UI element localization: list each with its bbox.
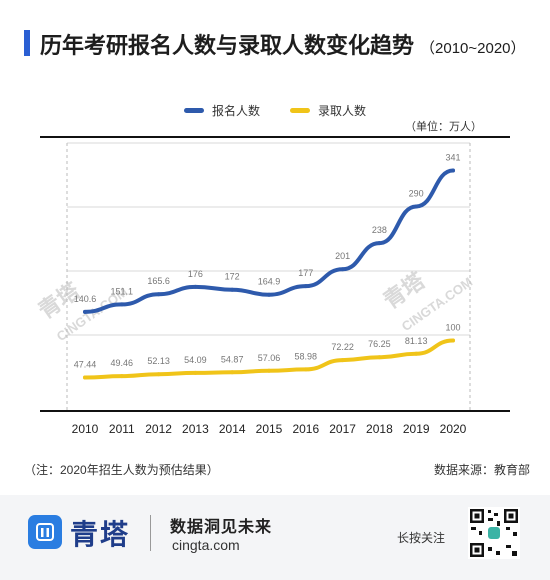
data-label: 52.13 — [147, 356, 170, 366]
data-point — [340, 358, 345, 363]
series-line-applicants — [83, 168, 455, 314]
unit-label: （单位：万人） — [405, 121, 482, 133]
footnote-note: （注：2020年招生人数为预估结果） — [24, 463, 219, 477]
data-label: 238 — [372, 225, 387, 235]
data-point — [230, 370, 235, 375]
data-label: 58.98 — [295, 351, 318, 361]
legend-label-applicants: 报名人数 — [211, 104, 260, 118]
data-label: 177 — [298, 268, 313, 278]
data-label: 54.09 — [184, 355, 207, 365]
data-point — [414, 351, 419, 356]
x-tick-label: 2011 — [109, 422, 135, 436]
data-point — [83, 375, 87, 380]
data-label: 201 — [335, 251, 350, 261]
data-point — [267, 292, 271, 297]
data-label: 176 — [188, 269, 203, 279]
brand-slogan: 数据洞见未来 — [170, 519, 273, 536]
data-label: 100 — [445, 322, 460, 332]
data-point — [377, 355, 382, 360]
data-point — [119, 302, 124, 307]
data-label: 151.1 — [111, 286, 134, 296]
data-point — [303, 284, 308, 289]
data-point — [451, 338, 455, 343]
data-label: 54.87 — [221, 354, 244, 364]
data-point — [414, 204, 419, 209]
x-tick-label: 2012 — [145, 422, 172, 436]
data-label: 140.6 — [74, 294, 97, 304]
data-point — [83, 309, 87, 314]
data-point — [340, 267, 345, 272]
data-label: 341 — [445, 153, 460, 163]
legend-swatch-admitted — [290, 108, 310, 113]
x-tick-label: 2019 — [403, 422, 430, 436]
legend-item-applicants: 报名人数 — [183, 102, 260, 119]
data-label: 57.06 — [258, 353, 281, 363]
data-point — [377, 241, 382, 246]
data-label: 72.22 — [331, 342, 354, 352]
x-tick-label: 2014 — [219, 422, 246, 436]
brand-name: 青塔 — [70, 518, 131, 551]
press-hold-label: 长按关注 — [397, 531, 446, 545]
x-tick-label: 2013 — [182, 422, 209, 436]
legend-swatch-applicants — [183, 108, 204, 113]
x-tick-label: 2016 — [292, 422, 319, 436]
data-point — [156, 372, 161, 377]
qr-code-icon[interactable] — [468, 507, 520, 559]
data-point — [267, 368, 271, 373]
logo-glyph-icon — [36, 523, 54, 541]
x-tick-label: 2020 — [440, 422, 467, 436]
x-tick-label: 2018 — [366, 422, 393, 436]
data-point — [451, 168, 455, 173]
brand-logo-icon — [28, 515, 62, 549]
footer-banner: 青塔 数据洞见未来 cingta.com 长按关注 — [0, 495, 550, 580]
data-point — [193, 370, 198, 375]
page-title: 历年考研报名人数与录取人数变化趋势 （2010~2020） — [40, 28, 526, 60]
title-subtitle: （2010~2020） — [420, 40, 526, 57]
data-label: 47.44 — [74, 360, 97, 370]
footer-divider — [150, 515, 151, 551]
data-label: 164.9 — [258, 277, 281, 287]
data-label: 81.13 — [405, 336, 428, 346]
x-tick-label: 2015 — [256, 422, 283, 436]
footnote-source: 数据来源：教育部 — [433, 463, 530, 477]
data-label: 49.46 — [111, 358, 134, 368]
x-tick-label: 2010 — [72, 422, 99, 436]
data-label: 165.6 — [147, 276, 170, 286]
data-label: 172 — [225, 272, 240, 282]
brand-website[interactable]: cingta.com — [172, 537, 240, 553]
x-tick-label: 2017 — [329, 422, 356, 436]
title-accent-bar — [24, 30, 30, 56]
data-point — [119, 374, 124, 379]
chart-legend: 报名人数 录取人数 — [0, 102, 550, 119]
data-label: 290 — [409, 188, 424, 198]
data-point — [303, 367, 308, 372]
title-text: 历年考研报名人数与录取人数变化趋势 — [40, 33, 415, 58]
legend-label-admitted: 录取人数 — [318, 104, 367, 118]
data-point — [156, 292, 161, 297]
data-point — [230, 287, 235, 292]
line-chart: 2010 2011 2012 2013 2014 2015 2016 2017 2018 2019… — [40, 136, 510, 436]
data-label: 76.25 — [368, 339, 391, 349]
data-point — [193, 284, 198, 289]
legend-item-admitted: 录取人数 — [290, 102, 366, 119]
